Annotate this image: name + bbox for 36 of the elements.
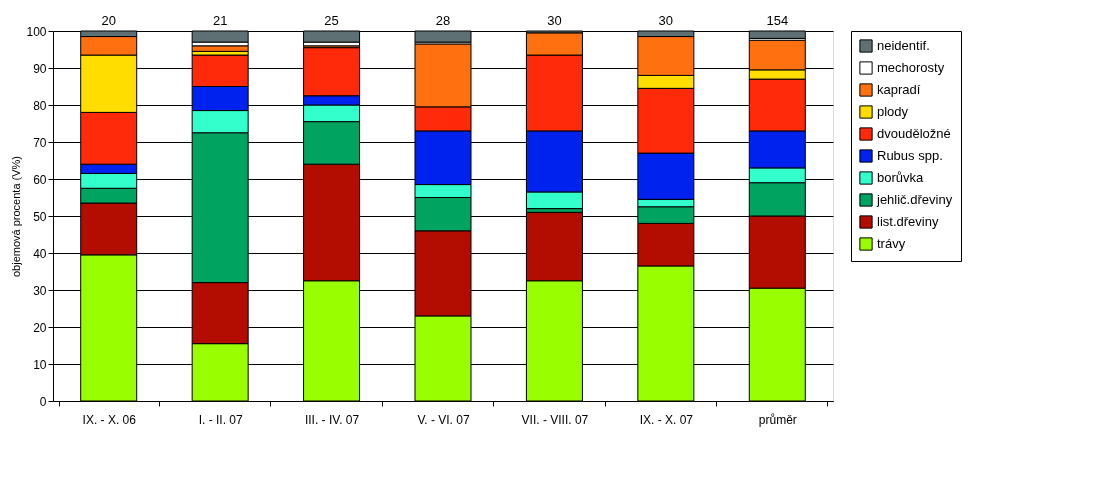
annotation: 30 [658, 13, 674, 28]
annotation: 20 [101, 13, 116, 28]
x-tick-label: I. - II. 07 [198, 412, 243, 427]
x-tick-label: V. - VI. 07 [417, 412, 470, 427]
annotation: 25 [324, 13, 339, 28]
legend-label: mechorosty [877, 60, 945, 75]
legend-label: trávy [877, 236, 906, 251]
legend-label: neidentif. [877, 38, 930, 53]
y-axis-title: objemová procenta (V%) [10, 155, 23, 278]
annotation: 30 [547, 13, 562, 28]
legend-label: list.dřeviny [877, 214, 939, 229]
legend-label: jehlič.dřeviny [876, 192, 953, 207]
y-tick-label: 50 [33, 209, 47, 224]
x-tick-label: III. - IV. 07 [304, 412, 360, 427]
y-tick-label: 10 [33, 357, 47, 372]
y-tick-label: 60 [33, 172, 47, 187]
legend-label: dvouděložné [877, 126, 951, 141]
y-tick-label: 100 [26, 24, 47, 39]
y-tick-label: 70 [33, 135, 47, 150]
x-tick-label: IX. - X. 07 [639, 412, 694, 427]
y-tick-label: 80 [33, 98, 47, 113]
legend-label: borůvka [877, 170, 925, 185]
legend-label: Rubus spp. [877, 148, 943, 163]
x-tick-label: průměr [758, 412, 797, 427]
x-tick-label: VII. - VIII. 07 [521, 412, 589, 427]
y-tick-label: 30 [33, 283, 47, 298]
annotation: 154 [766, 13, 789, 28]
y-tick-label: 40 [33, 246, 47, 261]
legend-label: kapradí [877, 82, 921, 97]
annotation: 21 [212, 13, 228, 28]
x-tick-label: IX. - X. 06 [82, 412, 137, 427]
annotation: 28 [435, 13, 451, 28]
legend-label: plody [877, 104, 909, 119]
y-tick-label: 90 [33, 61, 47, 76]
y-tick-label: 0 [39, 394, 47, 409]
y-tick-label: 20 [33, 320, 47, 335]
